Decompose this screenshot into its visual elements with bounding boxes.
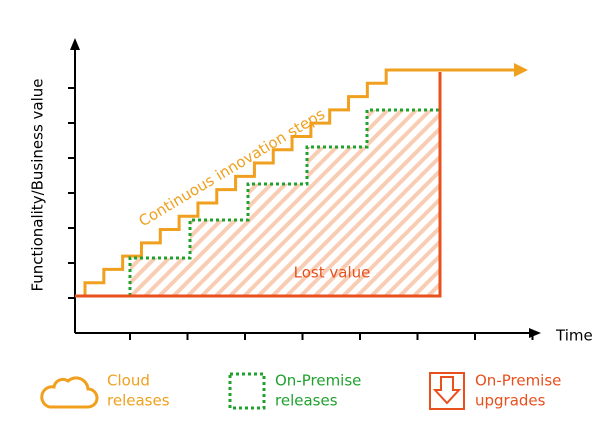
ticks xyxy=(68,87,534,340)
legend-label: upgrades xyxy=(475,392,546,410)
y-axis-label: Functionality/Business value xyxy=(29,78,47,291)
legend: Cloud releases On-Premise releases On-Pr… xyxy=(40,372,561,410)
y-arrow xyxy=(70,38,80,50)
on-premise-steps xyxy=(128,108,440,296)
x-axis-label: Time xyxy=(555,327,593,345)
legend-label: On-Premise xyxy=(275,372,361,390)
cloud-steps xyxy=(75,68,515,298)
cloud-arrow xyxy=(514,63,528,77)
x-arrow xyxy=(529,328,541,338)
legend-label: Cloud xyxy=(107,372,150,390)
upgrade-line xyxy=(75,72,442,298)
cloud-icon xyxy=(40,376,99,409)
legend-label: releases xyxy=(275,392,338,410)
legend-label: releases xyxy=(107,392,170,410)
lost-annotation: Lost value xyxy=(294,264,371,282)
upgrade-icon xyxy=(429,372,465,410)
legend-label: On-Premise xyxy=(475,372,561,390)
lost-area xyxy=(130,110,440,296)
upgrade-arrow xyxy=(432,376,462,405)
on-premise-icon xyxy=(228,372,266,410)
